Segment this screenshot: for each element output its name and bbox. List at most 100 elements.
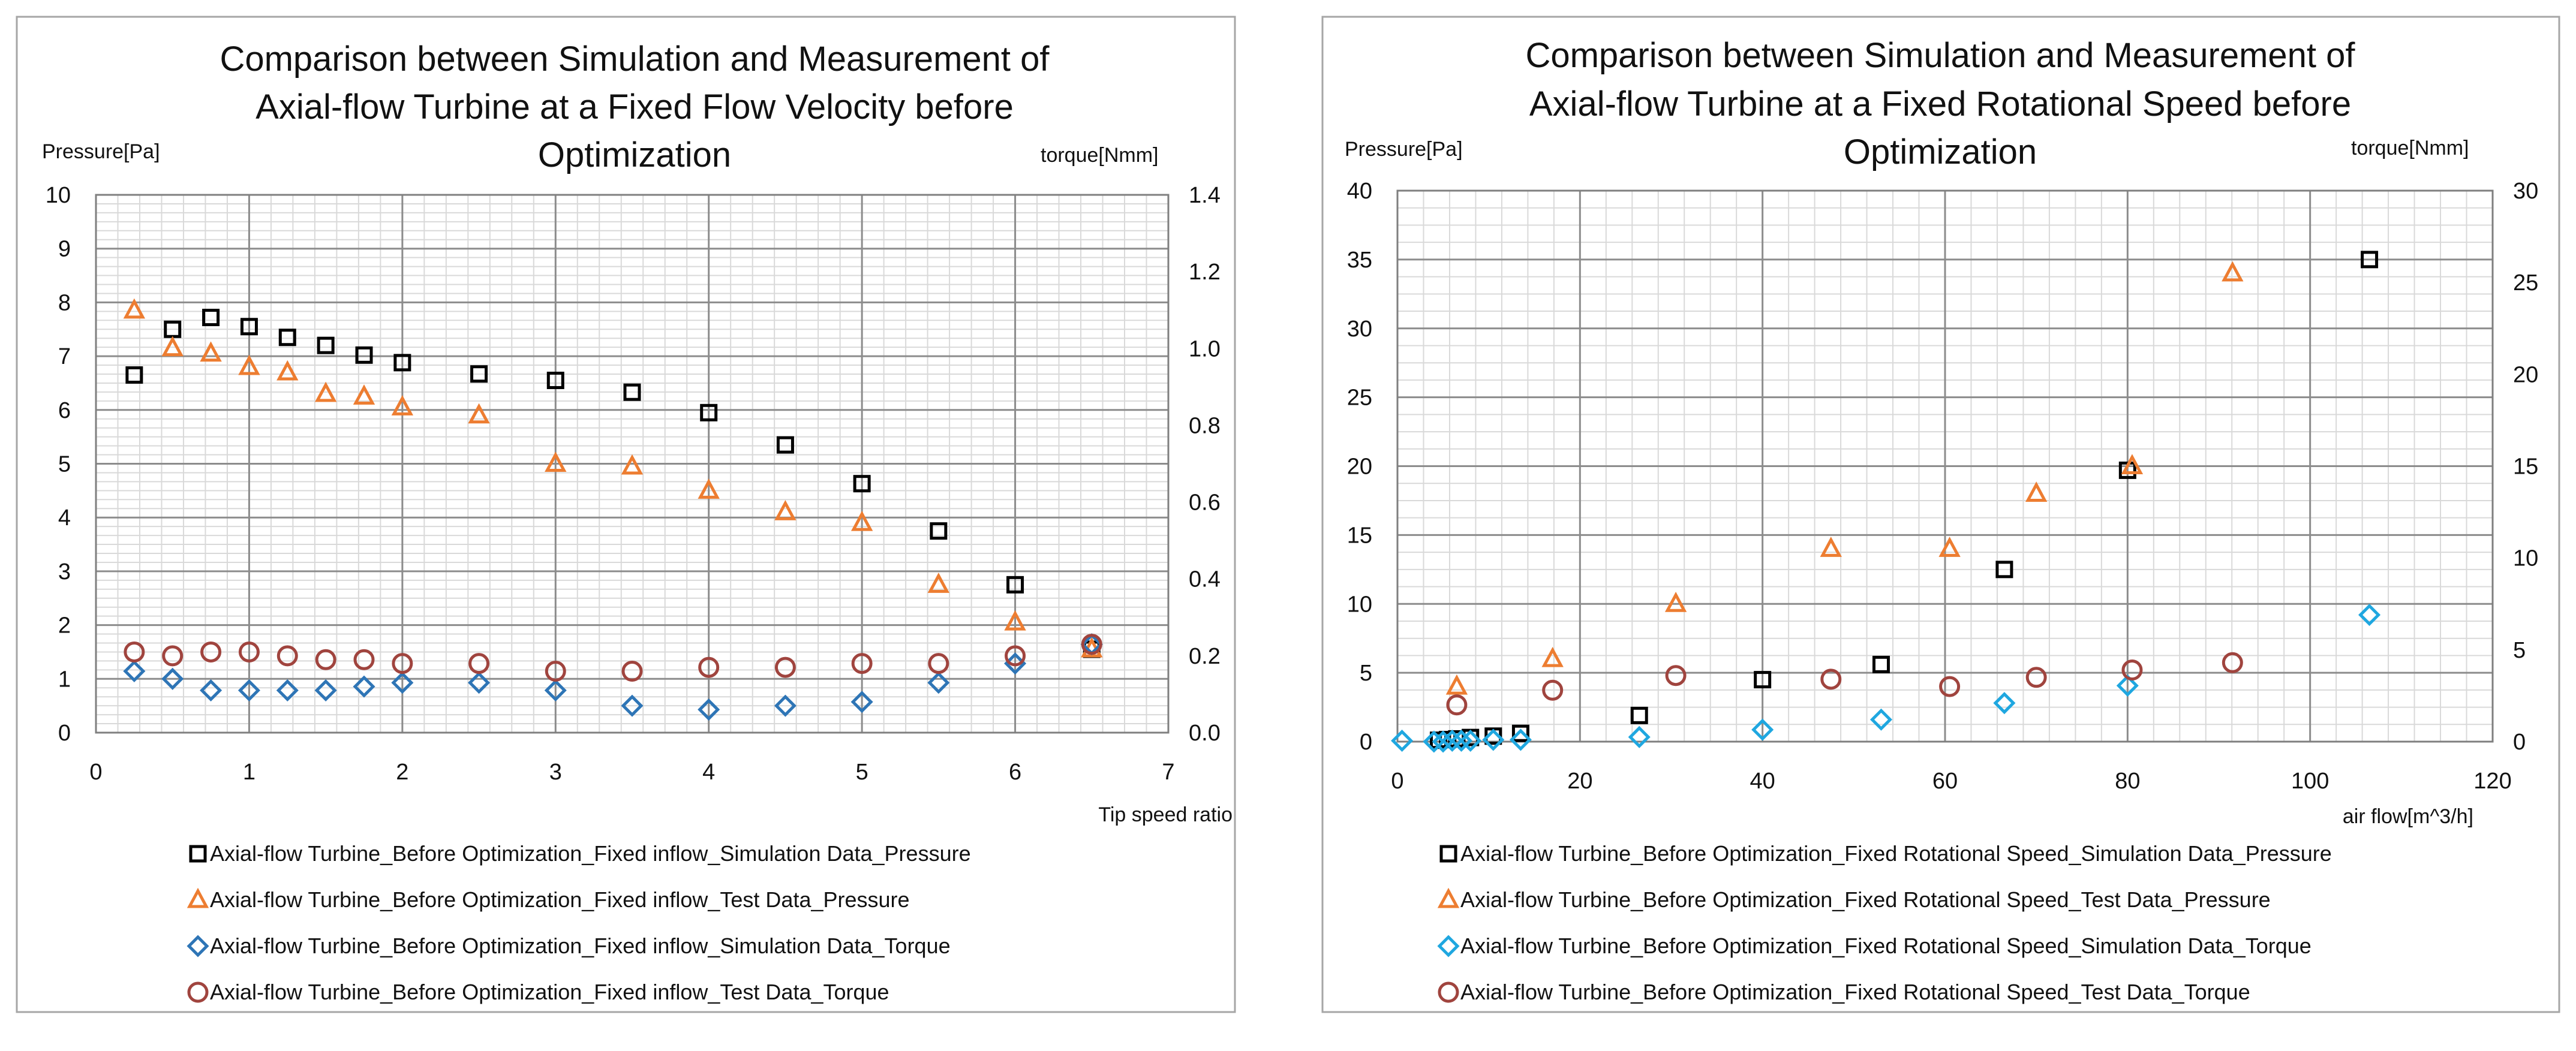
data-point (544, 679, 567, 702)
y-right-tick-label: 0 (2513, 730, 2526, 755)
data-point (1004, 610, 1026, 631)
legend-entry: Axial-flow Turbine_Before Optimization_F… (1460, 841, 2332, 866)
data-point (1450, 729, 1473, 752)
data-point (391, 395, 414, 415)
data-point (621, 694, 644, 717)
data-point (1482, 728, 1505, 751)
data-point (238, 641, 260, 662)
data-point (850, 691, 873, 713)
data-point (161, 667, 184, 690)
y-left-tick-label: 25 (1347, 386, 1372, 411)
data-point (1754, 671, 1772, 689)
data-point (1939, 676, 1961, 697)
data-point (353, 675, 375, 698)
y-right-tick-label: 25 (2513, 270, 2538, 296)
y-left-tick-label: 0 (58, 721, 71, 746)
data-point (314, 381, 337, 402)
y-left-tick-label: 2 (58, 613, 71, 639)
data-point (698, 698, 720, 721)
data-point (124, 641, 145, 662)
y-right-tick-label: 5 (2513, 638, 2526, 663)
y-right-tick-label: 0.8 (1189, 413, 1221, 438)
y-axis-left-label: Pressure[Pa] (1345, 138, 1463, 161)
chart-title-line: Comparison between Simulation and Measur… (220, 40, 1050, 79)
series-circle-right (124, 634, 1102, 682)
x-tick-label: 4 (702, 760, 715, 785)
y-left-tick-label: 0 (1360, 730, 1372, 755)
y-right-tick-label: 1.2 (1189, 260, 1221, 285)
data-point (774, 657, 796, 678)
legend-entry: Axial-flow Turbine_Before Optimization_F… (210, 841, 971, 866)
data-point (1664, 591, 1687, 612)
y-left-tick-label: 40 (1347, 179, 1372, 204)
y-axis-left-label: Pressure[Pa] (42, 140, 160, 163)
legend-marker (1439, 845, 1457, 863)
legend-marker (189, 845, 207, 863)
x-tick-label: 1 (243, 760, 256, 785)
series-diamond-right (123, 633, 1103, 721)
legend-entry: Axial-flow Turbine_Before Optimization_F… (1460, 980, 2250, 1004)
series-triangle-left (123, 298, 1103, 658)
data-point (1995, 561, 2013, 579)
y-right-tick-label: 1.4 (1189, 183, 1221, 208)
x-tick-label: 40 (1750, 769, 1775, 794)
data-point (698, 478, 720, 499)
data-point (468, 671, 491, 694)
data-point (2025, 481, 2048, 502)
series-circle-right (1446, 652, 2243, 716)
y-left-tick-label: 10 (1347, 592, 1372, 617)
x-tick-label: 0 (1391, 769, 1403, 794)
data-point (161, 336, 184, 357)
data-point (930, 522, 948, 540)
series-triangle-left (1445, 261, 2244, 695)
y-axis-right-label: torque[Nmm] (2351, 137, 2469, 159)
chart-frame (1321, 16, 2560, 1013)
legend-entry: Axial-flow Turbine_Before Optimization_F… (1460, 887, 2271, 912)
data-point (240, 318, 258, 336)
data-point (1432, 730, 1454, 753)
chart-title-line: Axial-flow Turbine at a Fixed Rotational… (1529, 85, 2351, 124)
legend-marker (1438, 981, 1459, 1003)
data-point (2025, 667, 2047, 688)
data-point (202, 309, 220, 327)
data-point (850, 510, 873, 531)
y-left-tick-label: 3 (58, 559, 71, 585)
y-right-tick-label: 0.2 (1189, 644, 1221, 669)
data-point (545, 451, 567, 472)
data-point (2116, 674, 2139, 697)
data-point (927, 671, 950, 694)
chart-title-line: Comparison between Simulation and Measur… (1525, 36, 2355, 75)
data-point (1542, 679, 1564, 701)
data-point (1423, 730, 1445, 753)
y-left-tick-label: 7 (58, 344, 71, 369)
x-axis-label: air flow[m^3/h] (2343, 805, 2473, 828)
data-point (238, 679, 260, 702)
legend-marker (187, 887, 209, 908)
data-point (1630, 706, 1648, 724)
data-point (314, 679, 337, 702)
x-tick-label: 120 (2473, 769, 2511, 794)
data-point (1509, 728, 1532, 751)
data-point (1446, 694, 1468, 716)
chart-2: Comparison between Simulation and Measur… (1321, 16, 2560, 1013)
y-right-tick-label: 10 (2513, 546, 2538, 571)
data-point (200, 679, 223, 702)
chart-title-line: Optimization (538, 135, 731, 174)
data-point (276, 645, 298, 667)
legend-entry: Axial-flow Turbine_Before Optimization_F… (1460, 933, 2312, 958)
data-point (1006, 576, 1024, 594)
y-left-tick-label: 30 (1347, 317, 1372, 342)
x-tick-label: 80 (2115, 769, 2140, 794)
legend-marker (1437, 887, 1460, 908)
legend-entry: Axial-flow Turbine_Before Optimization_F… (210, 980, 889, 1004)
x-tick-label: 100 (2291, 769, 2329, 794)
data-point (200, 641, 222, 662)
data-point (774, 499, 796, 520)
data-point (353, 384, 375, 405)
x-axis-label: Tip speed ratio (1098, 803, 1233, 826)
y-right-tick-label: 0.6 (1189, 490, 1221, 516)
legend-marker (1437, 935, 1460, 957)
y-left-tick-label: 6 (58, 398, 71, 423)
data-point (470, 365, 488, 383)
